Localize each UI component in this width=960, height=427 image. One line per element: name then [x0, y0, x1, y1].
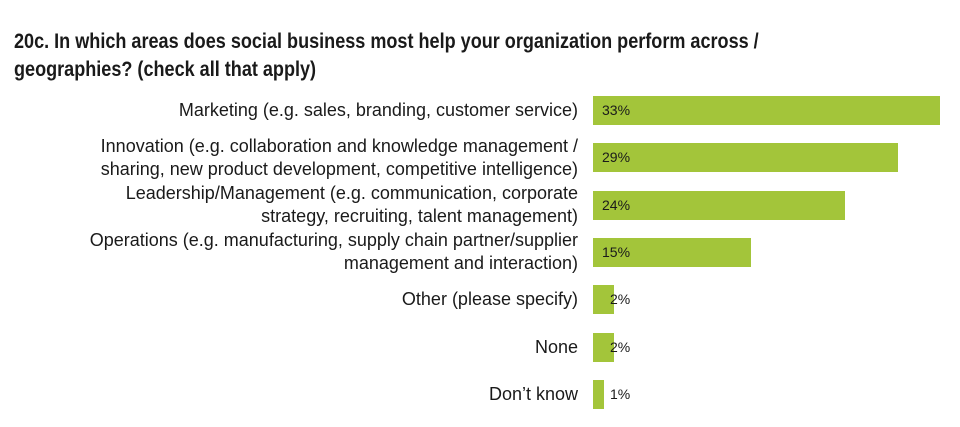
category-label-line: management and interaction) — [343, 253, 578, 274]
category-label-line: strategy, recruiting, talent management) — [261, 206, 578, 227]
chart-title-line-2: geographies? (check all that apply) — [14, 58, 317, 81]
category-label: Leadership/Management (e.g. communicatio… — [126, 182, 578, 228]
category-label-line: Operations (e.g. manufacturing, supply c… — [89, 230, 578, 251]
bar — [593, 285, 615, 315]
bar — [593, 237, 751, 267]
category-label: Don’t know — [489, 383, 578, 406]
value-label: 1% — [610, 385, 631, 402]
category-label: Operations (e.g. manufacturing, supply c… — [90, 229, 578, 275]
value-label: 29% — [602, 149, 631, 166]
category-label: Innovation (e.g. collaboration and knowl… — [101, 135, 578, 181]
value-label: 2% — [610, 338, 631, 355]
category-label: Marketing (e.g. sales, branding, custome… — [179, 99, 578, 122]
category-label-line: sharing, new product development, compet… — [100, 158, 578, 179]
category-label-line: Leadership/Management (e.g. communicatio… — [125, 183, 578, 204]
bar — [593, 190, 846, 220]
category-label: Other (please specify) — [402, 288, 578, 311]
category-label-line: Innovation (e.g. collaboration and knowl… — [100, 135, 578, 156]
value-label: 24% — [602, 196, 631, 213]
value-label: 33% — [602, 102, 631, 118]
bar — [593, 143, 898, 173]
bar — [593, 96, 940, 125]
category-label: None — [535, 336, 578, 359]
chart-title-line-1: 20c. In which areas does social business… — [14, 30, 759, 53]
value-label: 15% — [602, 243, 631, 260]
bar — [593, 379, 604, 409]
category-label-line: None — [534, 336, 578, 357]
category-label-line: Other (please specify) — [401, 289, 578, 310]
category-label-line: Don’t know — [488, 383, 578, 404]
value-label: 2% — [610, 291, 631, 308]
chart-title: 20c. In which areas does social business… — [14, 28, 814, 84]
bar — [593, 332, 615, 362]
category-label-line: Marketing (e.g. sales, branding, custome… — [178, 100, 578, 120]
